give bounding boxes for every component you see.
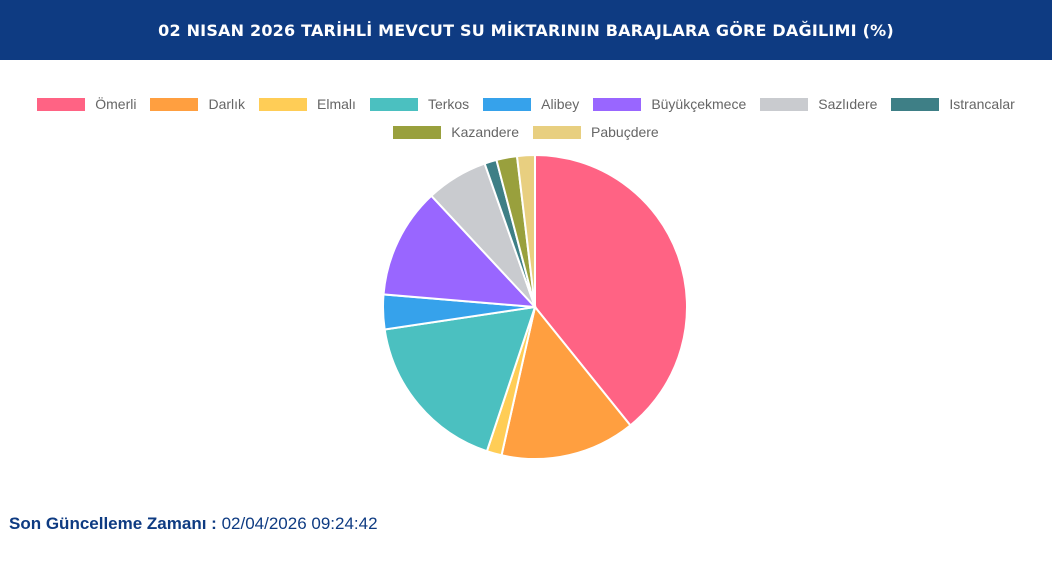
pie-slice[interactable] — [500, 304, 632, 460]
legend-swatch — [369, 97, 418, 111]
pie-slice[interactable] — [515, 153, 536, 308]
legend-label: Ömerli — [95, 96, 137, 112]
legend-swatch — [259, 97, 308, 111]
last-update: Son Güncelleme Zamanı : 02/04/2026 09:24… — [9, 514, 378, 534]
legend-swatch — [393, 125, 442, 139]
legend-label: Darlık — [208, 96, 246, 112]
last-update-label: Son Güncelleme Zamanı : — [9, 514, 217, 533]
legend-label: Istrancalar — [949, 96, 1015, 112]
legend-swatch — [593, 97, 642, 111]
legend-item[interactable]: Istrancalar — [891, 96, 1015, 112]
legend-row: Kazandere Pabuçdere — [0, 118, 1052, 146]
pie-slice[interactable] — [534, 153, 688, 427]
chart-legend: Ömerli Darlık Elmalı Terkos Alibey Büyükçekme… — [0, 90, 1052, 146]
pie-slice[interactable] — [382, 194, 538, 309]
legend-item[interactable]: Alibey — [483, 96, 579, 112]
legend-swatch — [533, 125, 581, 139]
legend-label: Pabuçdere — [591, 124, 659, 140]
legend-swatch — [760, 97, 809, 111]
legend-swatch — [150, 97, 199, 111]
legend-swatch — [483, 97, 532, 111]
legend-label: Alibey — [541, 96, 580, 112]
legend-item[interactable]: Terkos — [369, 96, 470, 112]
legend-item[interactable]: Kazandere — [393, 124, 519, 140]
legend-item[interactable]: Elmalı — [259, 96, 356, 112]
legend-swatch — [37, 97, 86, 111]
legend-row: Ömerli Darlık Elmalı Terkos Alibey Büyükçekme… — [0, 90, 1052, 118]
legend-item[interactable]: Büyükçekmece — [593, 96, 746, 112]
legend-label: Kazandere — [451, 124, 519, 140]
legend-item[interactable]: Ömerli — [37, 96, 136, 112]
legend-label: Büyükçekmece — [651, 96, 747, 112]
page-header: 02 NISAN 2026 TARİHLİ MEVCUT SU MİKTARIN… — [0, 0, 1052, 60]
legend-label: Elmalı — [317, 96, 356, 112]
last-update-value: 02/04/2026 09:24:42 — [221, 514, 378, 533]
chart-title: 02 NISAN 2026 TARİHLİ MEVCUT SU MİKTARIN… — [158, 20, 894, 40]
legend-label: Sazlıdere — [818, 96, 878, 112]
legend-label: Terkos — [427, 96, 470, 112]
legend-item[interactable]: Pabuçdere — [533, 124, 659, 140]
legend-swatch — [891, 97, 940, 111]
legend-item[interactable]: Sazlıdere — [760, 96, 877, 112]
pie-slice[interactable] — [383, 305, 537, 453]
legend-item[interactable]: Darlık — [150, 96, 245, 112]
